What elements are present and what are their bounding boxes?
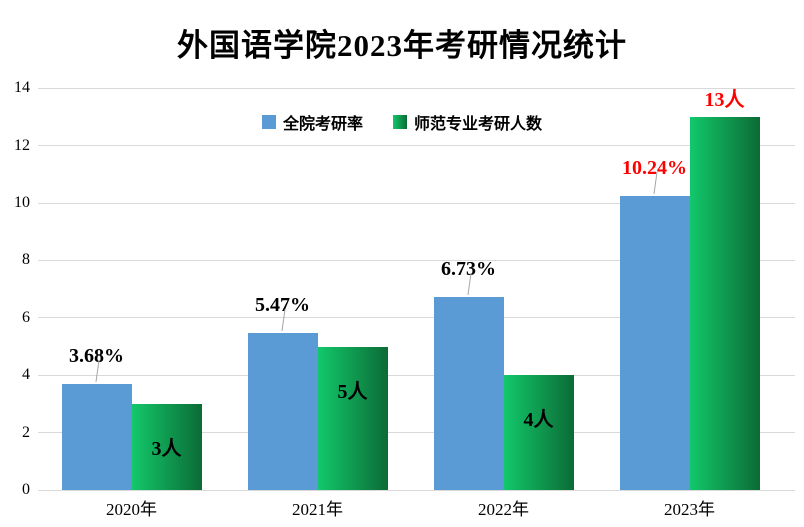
data-label-rate: 3.68% (69, 345, 124, 368)
gridline (38, 202, 795, 204)
data-label-rate: 6.73% (441, 257, 496, 280)
legend-swatch-blue (261, 115, 276, 129)
y-tick-label: 8 (22, 251, 30, 269)
y-tick-label: 6 (22, 308, 30, 326)
data-label-count: 4人 (523, 409, 554, 432)
bar-college-rate (619, 196, 690, 490)
legend-item-college-rate: 全院考研率 (261, 110, 363, 134)
legend-label-normal-major-count: 师范专业考研人数 (414, 116, 543, 133)
legend-swatch-green (393, 115, 407, 129)
y-tick-label: 0 (22, 481, 30, 498)
gridline (38, 489, 795, 491)
y-tick-label: 12 (14, 136, 30, 154)
gridline (38, 317, 795, 319)
gridline (38, 259, 795, 261)
chart-title: 外国语学院2023年考研情况统计 (177, 28, 627, 63)
bar-college-rate (433, 296, 504, 490)
bar-normal-major-count (503, 375, 574, 490)
y-tick-label: 4 (22, 366, 30, 384)
gridline (38, 432, 795, 434)
legend: 全院考研率 师范专业考研人数 (0, 110, 804, 134)
data-label-count: 13人 (704, 88, 745, 111)
bar-normal-major-count (131, 403, 202, 490)
data-label-count: 3人 (151, 437, 182, 460)
gridline (38, 145, 795, 147)
x-axis-label: 2023年 (664, 500, 715, 519)
y-tick-label: 14 (14, 79, 30, 97)
x-axis-label: 2022年 (478, 500, 529, 519)
bar-college-rate (247, 333, 318, 490)
data-label-rate: 10.24% (622, 157, 687, 180)
bar-normal-major-count (317, 346, 388, 490)
gridline (38, 374, 795, 376)
data-label-count: 5人 (337, 380, 368, 403)
x-axis-label: 2021年 (292, 500, 343, 519)
bar-college-rate (61, 384, 132, 490)
y-tick-label: 2 (22, 423, 30, 441)
legend-label-college-rate: 全院考研率 (282, 116, 363, 133)
data-label-rate: 5.47% (255, 294, 310, 316)
bar-normal-major-count (689, 116, 760, 490)
x-axis-label: 2020年 (106, 500, 157, 519)
y-tick-label: 10 (14, 194, 30, 211)
gridline (38, 87, 795, 89)
legend-item-normal-major-count: 师范专业考研人数 (393, 110, 542, 134)
